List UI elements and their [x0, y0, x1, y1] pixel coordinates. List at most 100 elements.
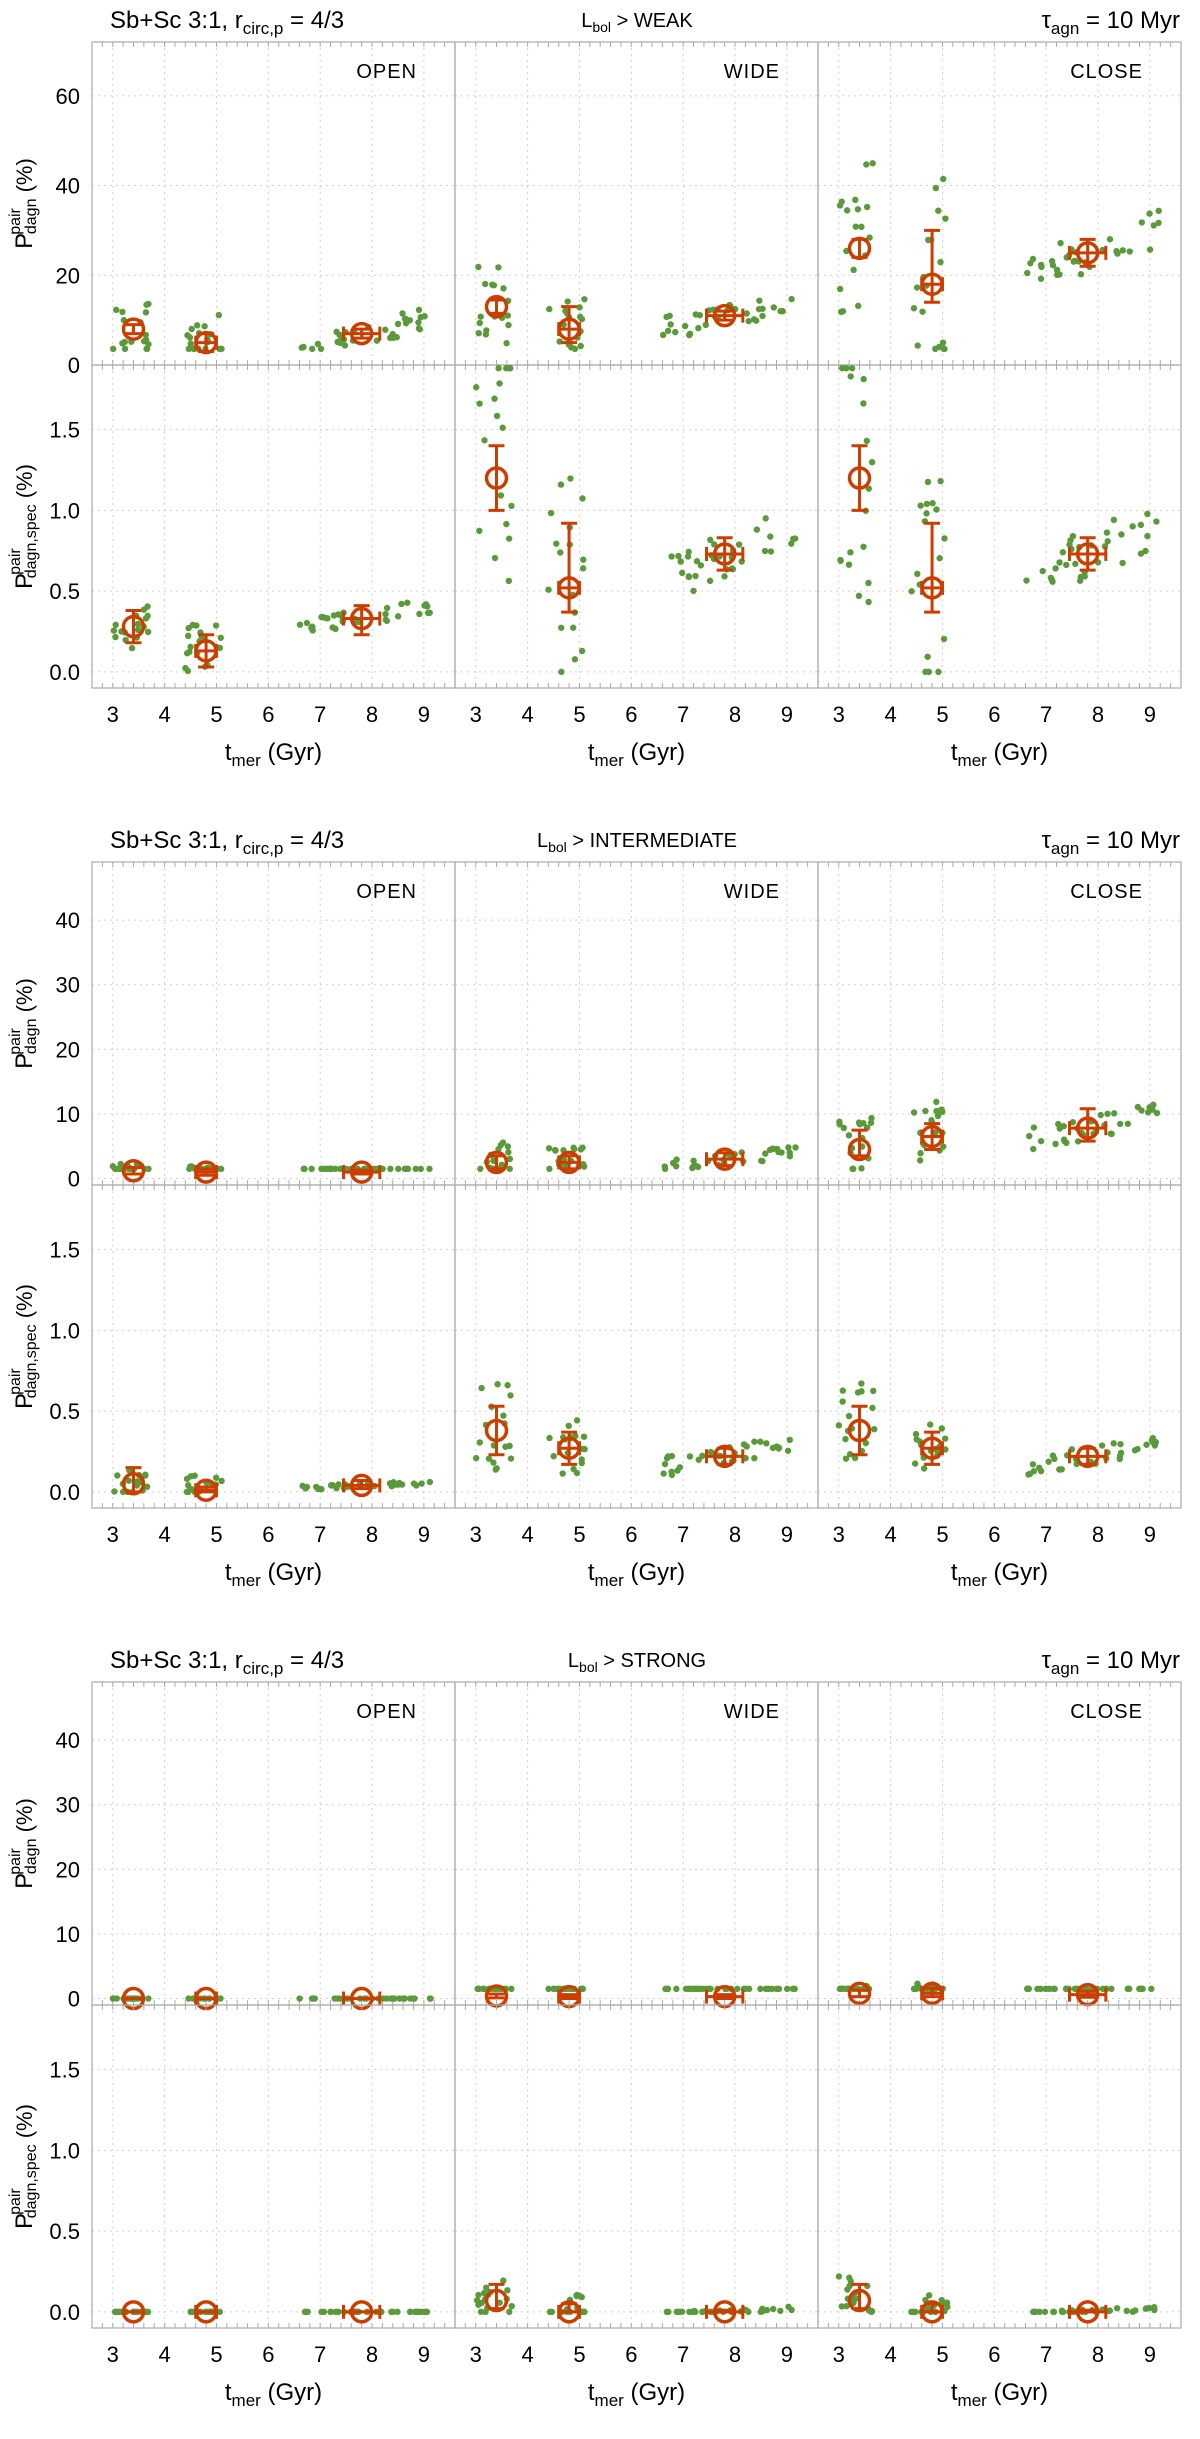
- mean-marker: [712, 303, 737, 328]
- scatter-point: [426, 1478, 434, 1486]
- scatter-point: [768, 1985, 776, 1993]
- scatter-point: [839, 308, 847, 315]
- scatter-point: [388, 1483, 395, 1490]
- scatter-point: [661, 1165, 669, 1173]
- scatter-point: [476, 1439, 484, 1446]
- mean-marker: [557, 576, 581, 600]
- scatter-point: [664, 327, 672, 335]
- scatter-point: [934, 1112, 942, 1120]
- x-tick-label: 6: [262, 2342, 274, 2367]
- scatter-point: [756, 297, 763, 304]
- panel-top-open: OPEN: [91, 41, 456, 366]
- scatter-point: [1148, 1985, 1155, 1993]
- scatter-point: [475, 329, 482, 337]
- scatter-point: [757, 2308, 764, 2316]
- scatter-point: [300, 1165, 307, 1173]
- x-tick-label: 9: [1144, 1522, 1156, 1547]
- scatter-point: [335, 1995, 342, 2002]
- scatter-point: [406, 2308, 414, 2316]
- scatter-point: [773, 1985, 780, 1993]
- scatter-point: [507, 1455, 515, 1462]
- scatter-point: [908, 2308, 915, 2316]
- scatter-point: [144, 628, 152, 636]
- panel-bottom-close: 3 4 5 6 7 8 9 tmer (Gyr): [817, 364, 1182, 770]
- scatter-point: [1151, 2304, 1158, 2311]
- scatter-point: [858, 1388, 865, 1395]
- scatter-point: [865, 485, 872, 492]
- scatter-point: [863, 437, 870, 445]
- scatter-point: [1139, 1985, 1146, 1993]
- scatter-point: [702, 321, 709, 329]
- scatter-point: [762, 1150, 769, 1157]
- scatter-point: [777, 307, 784, 315]
- scatter-point: [784, 1447, 792, 1454]
- scatter-point: [303, 1483, 311, 1491]
- mean-marker: [484, 294, 509, 319]
- mean-marker: [484, 1418, 509, 1443]
- scatter-point: [860, 543, 867, 550]
- x-tick-label: 4: [158, 2342, 170, 2367]
- scatter-point: [187, 643, 194, 651]
- scatter-point: [868, 1114, 875, 1122]
- scatter-point: [1048, 576, 1055, 583]
- x-tick-label: 7: [677, 702, 689, 727]
- scatter-point: [109, 1163, 117, 1170]
- scatter-point: [660, 1470, 667, 1477]
- scatter-point: [1052, 565, 1059, 572]
- scatter-point: [785, 2303, 792, 2310]
- scatter-point: [850, 1165, 857, 1173]
- scatter-point: [941, 345, 948, 353]
- scatter-point: [839, 1398, 846, 1405]
- scatter-point: [557, 481, 565, 488]
- x-tick-label: 7: [1040, 2342, 1052, 2367]
- scatter-point: [913, 284, 921, 291]
- scatter-point: [845, 1132, 853, 1139]
- column-label: OPEN: [356, 881, 417, 903]
- scatter-point: [767, 533, 774, 540]
- scatter-point: [923, 510, 930, 517]
- scatter-point: [914, 342, 921, 349]
- mean-marker: [1075, 241, 1100, 265]
- scatter-point: [699, 2308, 706, 2316]
- panel-frame: [817, 1681, 1182, 2006]
- panel-bottom-wide: 3 4 5 6 7 8 9 tmer (Gyr): [454, 2004, 819, 2410]
- mean-marker: [557, 1436, 581, 1460]
- y-axis-label-total: Ppairdagn (%): [7, 978, 40, 1069]
- scatter-point: [679, 569, 686, 577]
- scatter-point: [1103, 529, 1111, 536]
- x-tick-label: 8: [366, 1522, 378, 1547]
- scatter-point: [145, 1995, 152, 2002]
- scatter-point: [424, 609, 432, 617]
- y-tick-label: 1.0: [49, 1318, 80, 1343]
- scatter-point: [674, 2308, 681, 2316]
- scatter-point: [145, 300, 152, 308]
- x-tick-label: 9: [418, 2342, 430, 2367]
- scatter-point: [711, 541, 718, 548]
- scatter-point: [836, 1118, 843, 1125]
- scatter-point: [218, 1477, 225, 1485]
- scatter-point: [546, 305, 553, 313]
- mean-marker: [847, 1981, 872, 2006]
- scatter-point: [308, 345, 316, 353]
- y-axis-label-spec: Ppairdagn,spec (%): [7, 2104, 40, 2229]
- scatter-point: [498, 1161, 505, 1168]
- scatter-point: [303, 619, 311, 627]
- scatter-point: [399, 310, 406, 317]
- mean-marker: [712, 2300, 737, 2324]
- scatter-point: [910, 305, 918, 312]
- x-tick-label: 9: [1144, 2342, 1156, 2367]
- scatter-point: [134, 620, 141, 628]
- panel-bottom-close: 3 4 5 6 7 8 9 tmer (Gyr): [817, 1184, 1182, 1590]
- x-tick-label: 5: [210, 1522, 222, 1547]
- column-label: CLOSE: [1070, 1701, 1143, 1723]
- mean-marker: [557, 317, 581, 341]
- y-tick-label: 1.0: [49, 498, 80, 523]
- scatter-point: [557, 549, 564, 556]
- scatter-point: [1058, 2307, 1066, 2314]
- scatter-point: [919, 308, 926, 315]
- scatter-point: [578, 647, 586, 655]
- scatter-point: [1123, 2307, 1130, 2315]
- scatter-point: [390, 334, 397, 342]
- scatter-point: [835, 2273, 843, 2280]
- x-tick-label: 6: [262, 702, 274, 727]
